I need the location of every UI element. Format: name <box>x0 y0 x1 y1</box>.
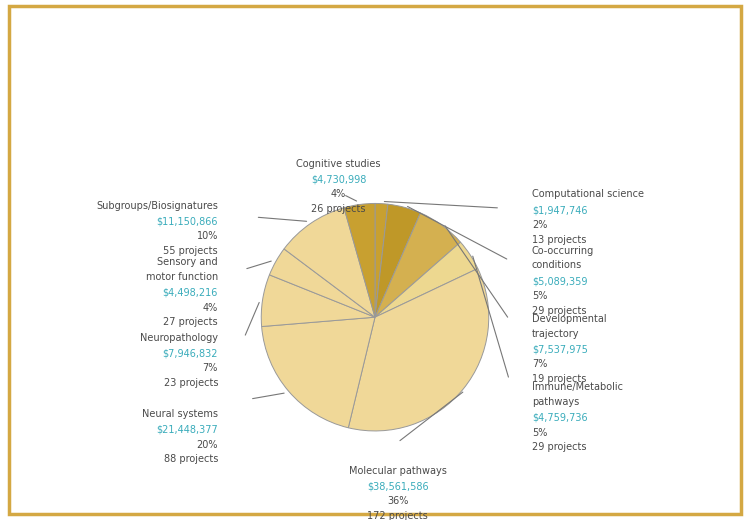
Wedge shape <box>344 203 375 317</box>
Text: conditions: conditions <box>532 261 582 270</box>
Text: 4%: 4% <box>202 303 218 313</box>
Text: 19 projects: 19 projects <box>532 374 586 384</box>
Text: 13 projects: 13 projects <box>532 235 586 245</box>
Text: Neural systems: Neural systems <box>142 409 218 419</box>
Wedge shape <box>375 204 421 317</box>
Text: Immune/Metabolic: Immune/Metabolic <box>532 382 623 392</box>
Text: 26 projects: 26 projects <box>311 204 366 214</box>
Text: 27 projects: 27 projects <box>164 317 218 327</box>
Text: $4,759,736: $4,759,736 <box>532 413 587 423</box>
Wedge shape <box>261 275 375 327</box>
Text: 2015: 2015 <box>342 25 408 50</box>
Text: $38,561,586: $38,561,586 <box>367 482 428 492</box>
Text: $11,150,866: $11,150,866 <box>157 217 218 227</box>
Text: 5%: 5% <box>532 291 548 301</box>
Text: $7,537,975: $7,537,975 <box>532 345 588 355</box>
Text: 36%: 36% <box>387 497 409 506</box>
Text: 88 projects: 88 projects <box>164 454 218 464</box>
Wedge shape <box>375 242 478 317</box>
Wedge shape <box>269 249 375 317</box>
Text: Sensory and: Sensory and <box>158 257 218 267</box>
Text: 7%: 7% <box>202 363 218 373</box>
Text: trajectory: trajectory <box>532 329 580 339</box>
Text: 10%: 10% <box>196 231 218 241</box>
Text: $5,089,359: $5,089,359 <box>532 276 587 287</box>
Text: 172 projects: 172 projects <box>368 511 428 520</box>
Text: QUESTION 2:  BIOLOGY: QUESTION 2: BIOLOGY <box>285 62 465 76</box>
Wedge shape <box>284 208 375 317</box>
Wedge shape <box>375 203 388 317</box>
Wedge shape <box>262 317 375 428</box>
Text: Molecular pathways: Molecular pathways <box>349 466 447 476</box>
Text: Subgroups/Biosignatures: Subgroups/Biosignatures <box>96 201 218 211</box>
Text: $1,947,746: $1,947,746 <box>532 205 587 215</box>
Text: 23 projects: 23 projects <box>164 378 218 388</box>
Text: 2%: 2% <box>532 220 548 230</box>
Text: Co-occurring: Co-occurring <box>532 245 594 256</box>
Text: Cognitive studies: Cognitive studies <box>296 159 381 168</box>
Text: Funding by Subcategory: Funding by Subcategory <box>295 94 455 107</box>
Text: motor function: motor function <box>146 272 218 282</box>
Text: $7,946,832: $7,946,832 <box>163 348 218 359</box>
Text: 5%: 5% <box>532 427 548 438</box>
Text: Computational science: Computational science <box>532 189 644 199</box>
Text: 29 projects: 29 projects <box>532 443 586 452</box>
Text: Neuropathology: Neuropathology <box>140 333 218 343</box>
Text: $21,448,377: $21,448,377 <box>156 425 218 435</box>
Text: $4,730,998: $4,730,998 <box>311 175 366 185</box>
Wedge shape <box>348 268 489 431</box>
Text: 4%: 4% <box>331 189 346 199</box>
Text: pathways: pathways <box>532 397 579 407</box>
Text: 7%: 7% <box>532 359 548 369</box>
Wedge shape <box>375 213 460 317</box>
Text: 20%: 20% <box>196 439 218 450</box>
Text: 29 projects: 29 projects <box>532 306 586 316</box>
Text: $4,498,216: $4,498,216 <box>163 288 218 298</box>
Text: Developmental: Developmental <box>532 314 607 324</box>
Text: 55 projects: 55 projects <box>164 246 218 256</box>
